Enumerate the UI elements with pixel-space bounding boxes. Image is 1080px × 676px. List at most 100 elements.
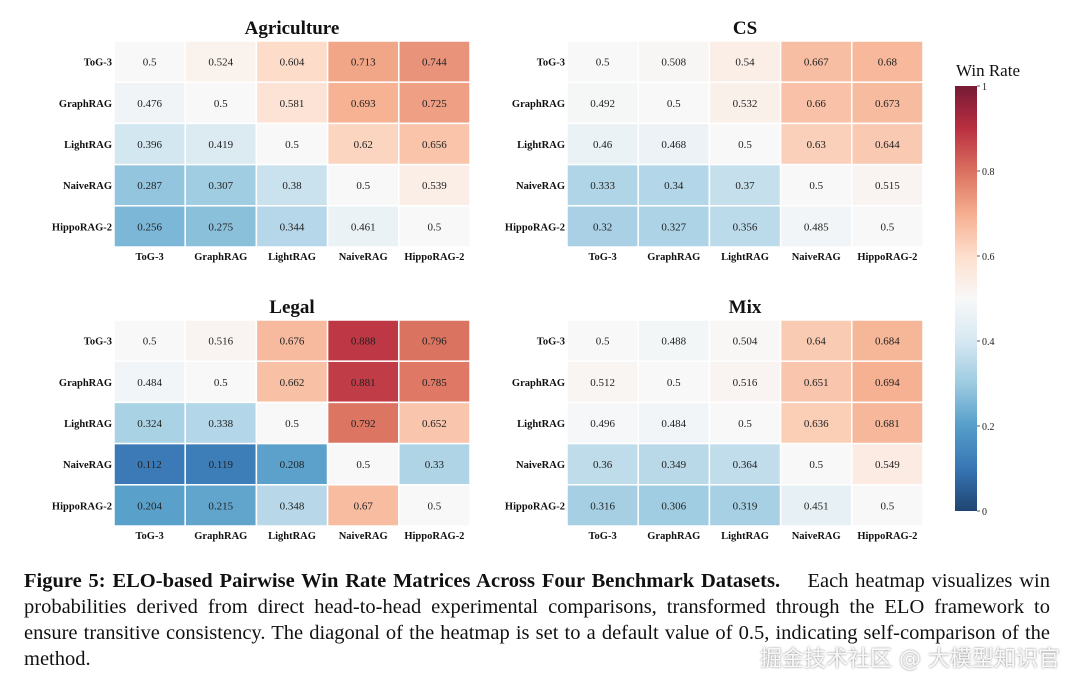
cs-col-label: NaiveRAG	[792, 252, 841, 263]
legal-cell-r3-c0	[113, 442, 186, 486]
agriculture-cell-label-r2-c3: 0.62	[354, 139, 373, 151]
agriculture-cell-label-r4-c0: 0.256	[137, 221, 162, 233]
agriculture-cell-label-r1-c0: 0.476	[137, 98, 162, 110]
agriculture-cell-r1-c4	[398, 81, 471, 125]
cs-row-label: HippoRAG-2	[505, 222, 565, 233]
cs-cell-label-r3-c0: 0.333	[590, 180, 615, 192]
cs-cell-r2-c0	[566, 122, 639, 166]
mix-cell-r2-c3	[779, 401, 853, 445]
cs-cell-r4-c0	[566, 205, 639, 248]
mix-cell-r0-c0	[566, 319, 639, 362]
mix-cell-label-r3-c1: 0.349	[661, 459, 686, 471]
mix-cell-r2-c4	[851, 401, 924, 445]
agriculture-cell-label-r4-c3: 0.461	[351, 221, 376, 233]
legal-cell-r2-c4	[398, 401, 471, 445]
mix-cell-label-r2-c1: 0.484	[661, 418, 686, 430]
mix-col-label: NaiveRAG	[792, 531, 841, 542]
legal-row-label: NaiveRAG	[63, 460, 112, 471]
agriculture-cell-label-r3-c1: 0.307	[208, 180, 233, 192]
mix-cell-label-r4-c0: 0.316	[590, 500, 615, 512]
legal-cell-label-r1-c2: 0.662	[280, 377, 305, 389]
legal-cell-r3-c2	[255, 442, 329, 486]
legal-row-label: LightRAG	[64, 419, 112, 430]
legal-cell-label-r4-c0: 0.204	[137, 500, 162, 512]
mix-cell-r0-c1	[637, 319, 711, 362]
cs-col-label: GraphRAG	[647, 252, 700, 263]
legal-cell-r3-c3	[326, 442, 400, 486]
legal-row-label: HippoRAG-2	[52, 501, 112, 512]
legal-cell-r2-c3	[326, 401, 400, 445]
colorbar-tick-label: 0	[982, 507, 987, 518]
cs-cell-label-r4-c3: 0.485	[804, 221, 829, 233]
legal-cell-label-r2-c0: 0.324	[137, 418, 162, 430]
cs-cell-label-r1-c4: 0.673	[875, 98, 900, 110]
agriculture-cell-r3-c0	[113, 163, 186, 207]
legal-col-label: LightRAG	[268, 531, 316, 542]
legal-cell-label-r0-c1: 0.516	[208, 336, 233, 348]
mix-cell-r4-c0	[566, 484, 639, 527]
agriculture-cell-r4-c2	[255, 205, 329, 248]
cs-cell-label-r2-c4: 0.644	[875, 139, 900, 151]
legal-cell-r4-c4	[398, 484, 471, 527]
cs-cell-label-r3-c3: 0.5	[809, 180, 823, 192]
agriculture-cell-r1-c0	[113, 81, 186, 125]
mix-cell-label-r1-c3: 0.651	[804, 377, 829, 389]
agriculture-cell-r4-c4	[398, 205, 471, 248]
agriculture-cell-r3-c1	[184, 163, 258, 207]
mix-cell-label-r2-c4: 0.681	[875, 418, 900, 430]
agriculture-col-label: HippoRAG-2	[404, 252, 464, 263]
colorbar-tick-label: 0.4	[982, 337, 995, 348]
cs-cell-r4-c4	[851, 205, 924, 248]
agriculture-cell-label-r3-c2: 0.38	[282, 180, 302, 192]
legal-cell-r2-c0	[113, 401, 186, 445]
agriculture-cell-label-r0-c1: 0.524	[208, 57, 233, 69]
mix-row-label: GraphRAG	[512, 378, 565, 389]
mix-cell-label-r0-c2: 0.504	[733, 336, 758, 348]
cs-cell-label-r0-c1: 0.508	[661, 57, 686, 69]
cs-cell-label-r0-c4: 0.68	[878, 57, 898, 69]
agriculture-cell-label-r3-c4: 0.539	[422, 180, 447, 192]
legal-cell-label-r3-c2: 0.208	[280, 459, 305, 471]
legal-cell-label-r4-c1: 0.215	[208, 500, 233, 512]
legal-row-label: GraphRAG	[59, 378, 112, 389]
legal-cell-label-r4-c3: 0.67	[354, 500, 374, 512]
cs-cell-label-r3-c4: 0.515	[875, 180, 900, 192]
agriculture-cell-label-r1-c3: 0.693	[351, 98, 376, 110]
legal-cell-r4-c1	[184, 484, 258, 527]
agriculture-cell-r1-c2	[255, 81, 329, 125]
agriculture-cell-r2-c1	[184, 122, 258, 166]
cs-row-label: ToG-3	[537, 58, 565, 69]
agriculture-cell-label-r4-c1: 0.275	[208, 221, 233, 233]
legal-cell-label-r0-c2: 0.676	[280, 336, 305, 348]
mix-cell-label-r4-c3: 0.451	[804, 500, 829, 512]
mix-cell-label-r3-c3: 0.5	[809, 459, 823, 471]
cs-row-label: GraphRAG	[512, 99, 565, 110]
legal-cell-label-r3-c0: 0.112	[137, 459, 161, 471]
mix-cell-label-r2-c3: 0.636	[804, 418, 829, 430]
cs-cell-r2-c1	[637, 122, 711, 166]
cs-cell-r0-c1	[637, 40, 711, 83]
mix-cell-label-r2-c2: 0.5	[738, 418, 752, 430]
colorbar-tick-label: 0.6	[982, 252, 995, 263]
legal-cell-r1-c0	[113, 360, 186, 404]
mix-cell-label-r1-c2: 0.516	[733, 377, 758, 389]
cs-cell-label-r4-c4: 0.5	[881, 221, 895, 233]
mix-col-label: ToG-3	[588, 531, 616, 542]
mix-cell-r4-c2	[708, 484, 782, 527]
cs-cell-r3-c4	[851, 163, 924, 207]
mix-cell-label-r4-c2: 0.319	[733, 500, 758, 512]
mix-cell-r4-c3	[779, 484, 853, 527]
agriculture-col-label: NaiveRAG	[339, 252, 388, 263]
agriculture-row-label: LightRAG	[64, 140, 112, 151]
mix-cell-r0-c2	[708, 319, 782, 362]
mix-cell-label-r1-c1: 0.5	[667, 377, 681, 389]
mix-cell-r1-c3	[779, 360, 853, 404]
legal-cell-r0-c0	[113, 319, 186, 362]
colorbar-tick-label: 0.8	[982, 167, 995, 178]
cs-cell-label-r1-c3: 0.66	[807, 98, 827, 110]
legal-cell-r4-c2	[255, 484, 329, 527]
agriculture-cell-label-r4-c4: 0.5	[428, 221, 442, 233]
legal-cell-r3-c1	[184, 442, 258, 486]
mix-cell-r1-c4	[851, 360, 924, 404]
cs-cell-label-r1-c2: 0.532	[733, 98, 758, 110]
